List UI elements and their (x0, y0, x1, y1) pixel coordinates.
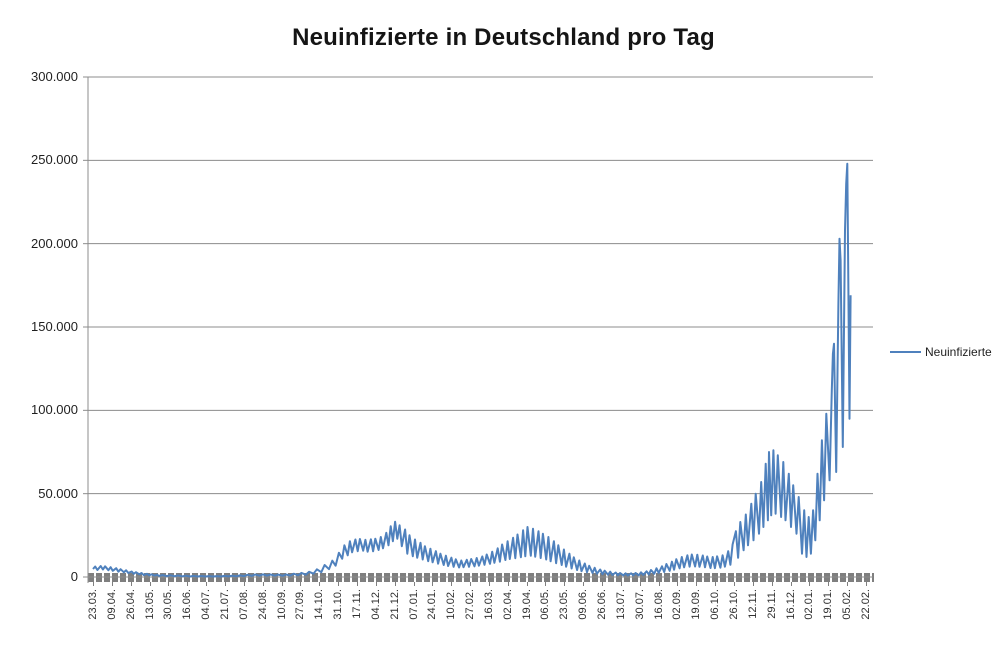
x-axis-tick (847, 582, 849, 586)
x-axis-tick (149, 582, 151, 586)
x-axis-tick (319, 582, 321, 586)
x-axis-tick (187, 582, 189, 586)
x-axis-tick (300, 582, 302, 586)
x-axis-tick (639, 582, 641, 586)
x-axis-tick (734, 582, 736, 586)
x-axis-tick (432, 582, 434, 586)
x-axis-tick (111, 582, 113, 586)
x-axis-tick (338, 582, 340, 586)
x-axis-tick (771, 582, 773, 586)
y-axis-tick-label: 250.000 (31, 152, 78, 168)
x-axis-tick (583, 582, 585, 586)
x-axis-tick (375, 582, 377, 586)
x-axis-tick (206, 582, 208, 586)
x-axis-tick (696, 582, 698, 586)
x-axis-tick (281, 582, 283, 586)
y-axis-tick-label: 0 (70, 569, 78, 584)
y-axis-tick-label: 200.000 (31, 235, 78, 251)
x-axis-tick (677, 582, 679, 586)
x-axis-tick (715, 582, 717, 586)
x-axis-tick (752, 582, 754, 586)
x-axis-tick (356, 582, 358, 586)
x-axis-tick (262, 582, 264, 586)
chart-title: Neuinfizierte in Deutschland pro Tag (292, 24, 715, 51)
y-axis-tick-label: 100.000 (31, 402, 78, 418)
x-axis-tick (602, 582, 604, 586)
x-axis-tick (224, 582, 226, 586)
x-axis-tick (394, 582, 396, 586)
x-axis-tick (526, 582, 528, 586)
x-axis-tick (488, 582, 490, 586)
x-axis-tick (93, 582, 94, 586)
x-axis-tick (866, 582, 867, 586)
x-axis-tick (564, 582, 566, 586)
x-axis-tick (620, 582, 622, 586)
y-axis-tick-label: 50.000 (38, 485, 78, 501)
x-axis-tick (828, 582, 830, 586)
x-axis-tick (658, 582, 660, 586)
x-axis-tick (130, 582, 132, 586)
x-axis-tick (545, 582, 547, 586)
y-axis-tick-label: 150.000 (31, 319, 78, 334)
legend-line-sample (890, 351, 921, 353)
legend: Neuinfizierte (890, 344, 992, 360)
series-line-neuinfizierte (92, 162, 852, 578)
x-axis-tick (790, 582, 792, 586)
x-axis-tick (451, 582, 453, 586)
legend-label: Neuinfizierte (925, 345, 992, 359)
x-axis-tick (413, 582, 415, 586)
x-axis-tick (168, 582, 170, 586)
x-axis-tick (809, 582, 811, 586)
x-axis-tick (243, 582, 245, 586)
x-axis-tick (507, 582, 509, 586)
y-axis-tick-label: 300.000 (31, 69, 78, 84)
x-axis-tick (470, 582, 472, 586)
